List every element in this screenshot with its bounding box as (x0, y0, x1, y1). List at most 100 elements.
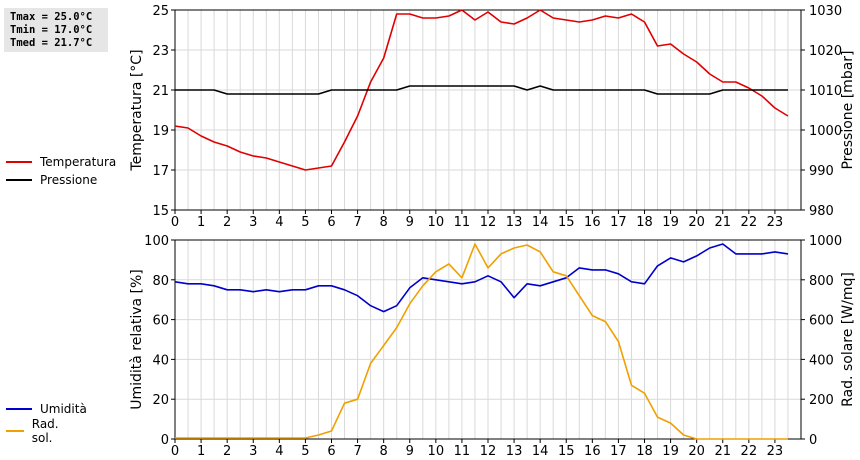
top-ytick-left: 19 (152, 124, 169, 139)
top-ylabel-right: Pressione [mbar] (840, 50, 856, 169)
bottom-ytick-right: 800 (809, 274, 834, 289)
stats-box: Tmax = 25.0°C Tmin = 17.0°C Tmed = 21.7°… (4, 8, 108, 52)
bottom-xtick-label: 12 (480, 444, 497, 459)
bottom-xtick-label: 6 (327, 444, 335, 459)
legend-item-pressione: Pressione (6, 171, 116, 189)
bottom-ylabel-right: Rad. solare [W/mq] (840, 272, 856, 407)
top-ytick-left: 15 (152, 204, 169, 219)
top-xtick-label: 22 (741, 215, 758, 230)
top-ytick-right: 1010 (809, 84, 842, 99)
bottom-ytick-left: 100 (144, 234, 169, 249)
bottom-ytick-left: 0 (161, 433, 169, 448)
tmin-stat: Tmin = 17.0°C (10, 24, 93, 36)
bottom-xtick-label: 10 (428, 444, 445, 459)
legend-item-umidita: Umidità (6, 400, 87, 418)
legend-item-temperatura: Temperatura (6, 153, 116, 171)
bottom-xtick-label: 13 (506, 444, 523, 459)
top-xtick-label: 17 (610, 215, 627, 230)
top-ytick-right: 990 (809, 164, 834, 179)
bottom-ytick-right: 400 (809, 353, 834, 368)
top-ytick-left: 21 (152, 84, 169, 99)
tmed-stat: Tmed = 21.7°C (10, 37, 93, 49)
tmax-stat: Tmax = 25.0°C (10, 11, 93, 23)
top-xtick-label: 12 (480, 215, 497, 230)
top-series-pressioneline (175, 85, 788, 95)
bottom-xtick-label: 4 (275, 444, 283, 459)
top-ylabel-left: Temperatura [°C] (129, 49, 145, 171)
top-xtick-label: 6 (327, 215, 335, 230)
top-xtick-label: 3 (249, 215, 257, 230)
top-xtick-label: 1 (197, 215, 205, 230)
top-ytick-left: 17 (152, 164, 169, 179)
bottom-xtick-label: 8 (380, 444, 388, 459)
bottom-xtick-label: 3 (249, 444, 257, 459)
top-xtick-label: 7 (353, 215, 361, 230)
bottom-ylabel-left: Umidità relativa [%] (129, 269, 145, 410)
bottom-ytick-left: 80 (152, 274, 169, 289)
bottom-series-rad-sol-line (175, 243, 788, 440)
top-plot-frame (174, 9, 802, 211)
bottom-ytick-left: 40 (152, 353, 169, 368)
legend-swatch-umidita (6, 408, 32, 410)
top-xtick-label: 4 (275, 215, 283, 230)
legend-label-radsol: Rad. sol. (31, 417, 59, 445)
legend-swatch-radsol (6, 430, 24, 432)
bottom-xtick-label: 14 (532, 444, 549, 459)
bottom-ytick-left: 60 (152, 314, 169, 329)
bottom-xtick-label: 22 (741, 444, 758, 459)
top-xtick-label: 18 (636, 215, 653, 230)
top-xtick-label: 9 (406, 215, 414, 230)
legend-swatch-pressione (6, 179, 32, 181)
bottom-series-umidit-line (174, 243, 789, 313)
bottom-ytick-right: 1000 (809, 234, 842, 249)
legend-top: Temperatura Pressione (6, 153, 116, 189)
top-ytick-left: 25 (152, 4, 169, 19)
top-xtick-label: 21 (714, 215, 731, 230)
top-series-temperaturaline (174, 9, 789, 171)
bottom-xtick-label: 17 (610, 444, 627, 459)
top-xtick-label: 23 (767, 215, 784, 230)
top-ytick-right: 1020 (809, 44, 842, 59)
top-xtick-label: 10 (428, 215, 445, 230)
top-ytick-left: 23 (152, 44, 169, 59)
bottom-xtick-label: 15 (558, 444, 575, 459)
top-xtick-label: 16 (584, 215, 601, 230)
bottom-xtick-label: 9 (406, 444, 414, 459)
legend-label-temperatura: Temperatura (40, 155, 117, 169)
bottom-ytick-left: 20 (152, 393, 169, 408)
bottom-ytick-right: 600 (809, 314, 834, 329)
bottom-xtick-label: 0 (171, 444, 179, 459)
bottom-ytick-right: 200 (809, 393, 834, 408)
top-xtick-label: 2 (223, 215, 231, 230)
top-xtick-label: 0 (171, 215, 179, 230)
top-xtick-label: 13 (506, 215, 523, 230)
top-xtick-label: 14 (532, 215, 549, 230)
bottom-xtick-label: 1 (197, 444, 205, 459)
bottom-xtick-label: 19 (662, 444, 679, 459)
top-xtick-label: 11 (454, 215, 471, 230)
bottom-xtick-label: 18 (636, 444, 653, 459)
top-xtick-label: 5 (301, 215, 309, 230)
top-ytick-right: 1000 (809, 124, 842, 139)
legend-swatch-temperatura (6, 161, 32, 163)
top-ytick-right: 980 (809, 204, 834, 219)
top-ytick-right: 1030 (809, 4, 842, 19)
bottom-xtick-label: 20 (688, 444, 705, 459)
top-xtick-label: 15 (558, 215, 575, 230)
top-xtick-label: 19 (662, 215, 679, 230)
bottom-ytick-right: 0 (809, 433, 817, 448)
bottom-xtick-label: 5 (301, 444, 309, 459)
bottom-xtick-label: 23 (767, 444, 784, 459)
bottom-xtick-label: 11 (454, 444, 471, 459)
bottom-xtick-label: 16 (584, 444, 601, 459)
top-xtick-label: 8 (380, 215, 388, 230)
legend-label-pressione: Pressione (40, 173, 98, 187)
top-xtick-label: 20 (688, 215, 705, 230)
legend-item-radsol: Rad. sol. (6, 417, 67, 445)
bottom-xtick-label: 2 (223, 444, 231, 459)
bottom-plot-frame (174, 239, 802, 440)
legend-label-umidita: Umidità (40, 402, 87, 416)
bottom-xtick-label: 21 (714, 444, 731, 459)
bottom-xtick-label: 7 (353, 444, 361, 459)
